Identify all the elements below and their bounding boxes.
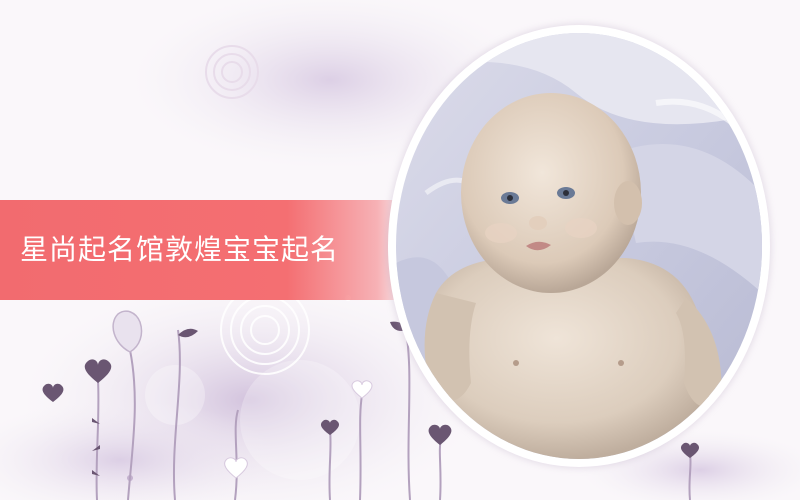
bubble-ring-icon [205, 45, 259, 99]
heart-flower-icon [42, 359, 700, 476]
title-banner [0, 200, 410, 300]
baby-photo [396, 33, 762, 459]
bulb-flower-icon [112, 310, 143, 353]
banner-title: 星尚起名馆敦煌宝宝起名 [20, 233, 340, 266]
heart-flower-icon [224, 380, 373, 479]
